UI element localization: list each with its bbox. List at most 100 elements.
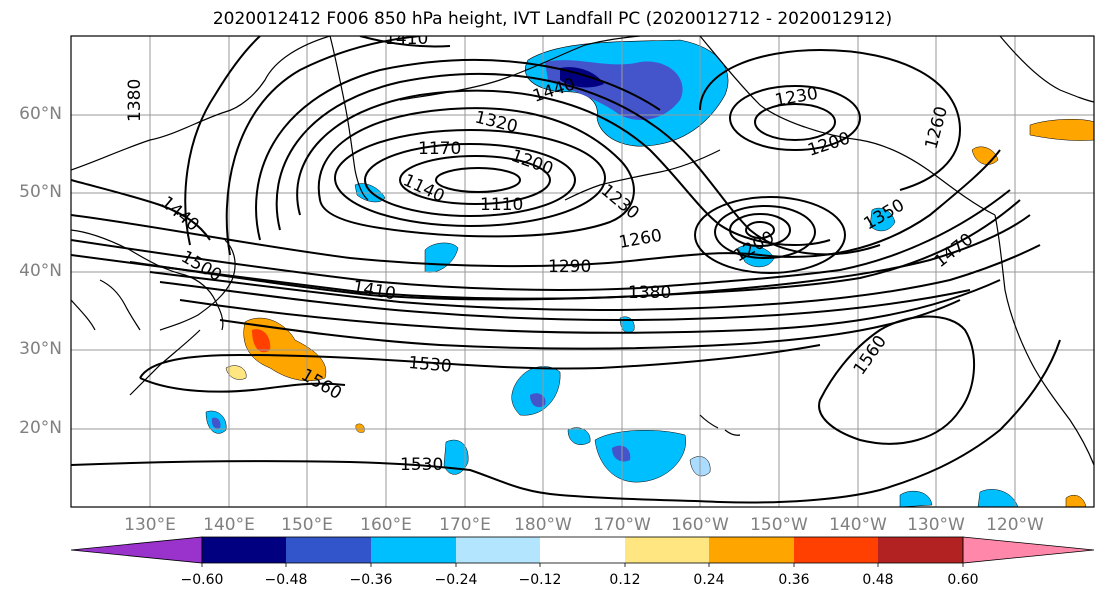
lon-label: 140°E [203, 515, 255, 535]
contour-label: 1380 [628, 283, 671, 303]
colorbar-segment [625, 537, 709, 563]
contour-1410-band [149, 244, 1041, 311]
contour-1110 [435, 167, 521, 193]
colorbar-extend-left [70, 536, 203, 564]
contour-aleut-2 [729, 213, 791, 247]
contour-aleut-4 [694, 196, 846, 274]
contour-1380-band [129, 214, 1031, 301]
pos-fill-west-pacific-edge [225, 365, 247, 380]
contour-1320 [255, 58, 661, 241]
height-contours [71, 36, 1061, 504]
contour-1560-west [139, 377, 346, 393]
contour-gulf-1230 [729, 85, 861, 151]
ivt-anomaly-fills [205, 39, 1094, 507]
lon-label: 170°W [593, 515, 651, 535]
graticule [71, 36, 1094, 507]
contour-aleut-1 [745, 221, 775, 239]
colorbar-segment [371, 537, 456, 563]
contour-1470-band [179, 279, 1001, 334]
lat-label: 20°N [19, 418, 62, 438]
contour-1560-east [818, 315, 976, 445]
lat-label: 60°N [19, 104, 62, 124]
contour-1290-band [71, 149, 1001, 268]
coast-japan [159, 239, 236, 331]
lat-label: 50°N [19, 182, 62, 202]
lon-label: 170°E [439, 515, 491, 535]
colorbar-tick-label: 0.24 [693, 572, 725, 588]
contour-label: 1170 [418, 139, 461, 159]
colorbar-tick-label: −0.12 [518, 572, 562, 588]
map-title: 2020012412 F006 850 hPa height, IVT Land… [212, 9, 893, 29]
colorbar-tick-label: −0.48 [264, 572, 308, 588]
colorbar-segment [878, 537, 963, 563]
colorbar [70, 536, 1095, 567]
colorbar-segment [794, 537, 878, 563]
contour-1290 [275, 72, 881, 256]
contour-label: 1110 [480, 195, 523, 215]
lat-label: 40°N [19, 261, 62, 281]
contour-gulf-1200 [754, 103, 836, 141]
neg-fill-central-1-core [530, 393, 546, 408]
pos-fill-canada [1029, 119, 1094, 141]
neg-fill-gulf-ak [869, 207, 896, 232]
lon-label: 160°W [671, 515, 729, 535]
neg-fill-central-1 [511, 366, 561, 416]
contour-1260 [296, 89, 831, 246]
neg-fill-hawaii-core [612, 445, 631, 462]
contour-1200 [334, 129, 606, 227]
lon-label: 150°W [750, 515, 808, 535]
colorbar-tick-label: −0.36 [349, 572, 393, 588]
lat-label: 30°N [19, 339, 62, 359]
neg-fill-sw-2 [567, 427, 591, 445]
contour-1140 [399, 155, 551, 205]
contour-gulf-1260 [699, 48, 962, 191]
contour-1530-south [71, 339, 1061, 504]
contour-1170 [364, 143, 576, 217]
colorbar-tick-label: 0.48 [862, 572, 894, 588]
neg-fill-south-east-2 [977, 489, 1019, 507]
colorbar-tick-label: 0.36 [778, 572, 810, 588]
contour-1440 [184, 36, 261, 246]
lon-label: 150°E [281, 515, 333, 535]
contour-1530-north [139, 344, 821, 379]
lon-label: 130°W [907, 515, 965, 535]
colorbar-tick-label: 0.12 [609, 572, 641, 588]
contour-label: 1410 [385, 29, 428, 49]
neg-fill-hawaii-west [594, 430, 687, 483]
colorbar-tick-label: −0.24 [434, 572, 478, 588]
contour-label: 1530 [400, 455, 443, 475]
contour-aleut-3 [714, 205, 816, 259]
colorbar-segment [202, 537, 286, 563]
lon-label: 120°W [986, 515, 1044, 535]
coast-na-west [994, 214, 1094, 466]
contour-label: 1290 [548, 257, 591, 277]
coast-hawaii [699, 414, 741, 436]
map-frame [70, 35, 1095, 508]
colorbar-segment [709, 537, 794, 563]
lon-label: 140°W [829, 515, 887, 535]
pos-fill-se-corner [1065, 495, 1087, 507]
contour-label: 1380 [125, 79, 145, 122]
contour-1440-band [159, 281, 971, 321]
contour-1500-band [219, 299, 961, 350]
contour-1410-top [359, 36, 451, 48]
contour-1320-band [71, 189, 1011, 291]
lon-label: 160°E [360, 515, 412, 535]
coast-alaska-peninsula [564, 149, 721, 201]
colorbar-segment [456, 537, 540, 563]
colorbar-tick-label: −0.60 [180, 572, 224, 588]
colorbar-extend-right [962, 536, 1095, 564]
colorbar-segment [540, 537, 625, 563]
contour-label: 1530 [408, 353, 453, 377]
lon-label: 130°E [124, 515, 176, 535]
colorbar-frame [201, 536, 964, 564]
contour-1380 [225, 36, 421, 256]
contour-1230 [317, 107, 635, 238]
pos-fill-west-pacific-core [252, 329, 271, 353]
coast-canada [999, 36, 1094, 103]
colorbar-tick-label: 0.60 [947, 572, 979, 588]
contour-1500-west [71, 179, 211, 241]
neg-fill-sw-1 [443, 439, 469, 475]
lon-label: 180°W [514, 515, 572, 535]
